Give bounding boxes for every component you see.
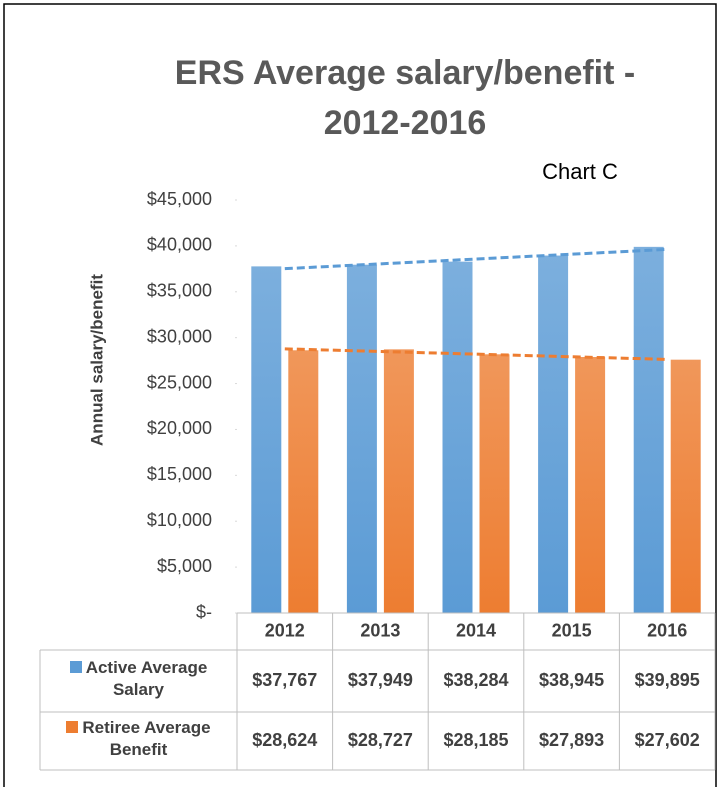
- data-label: $28,727: [348, 730, 413, 750]
- data-label: $28,185: [443, 730, 508, 750]
- data-label: $28,624: [252, 730, 317, 750]
- y-tick-label: $20,000: [147, 418, 212, 438]
- legend-key: [66, 721, 79, 733]
- y-tick-label: $-: [196, 602, 212, 622]
- bar: [538, 255, 569, 613]
- y-axis-label: Annual salary/benefit: [87, 274, 106, 446]
- y-tick-label: $10,000: [147, 510, 212, 530]
- x-tick-label: 2012: [265, 620, 305, 640]
- bar: [346, 264, 377, 613]
- data-label: $39,895: [635, 670, 700, 690]
- annotation: Chart C: [542, 159, 618, 184]
- bar: [479, 354, 510, 613]
- y-tick-label: $45,000: [147, 189, 212, 209]
- chart-border: [3, 3, 717, 787]
- x-tick-label: 2014: [456, 620, 496, 640]
- data-label: $38,284: [443, 670, 508, 690]
- trendline: [284, 247, 668, 271]
- x-tick-label: 2013: [360, 620, 400, 640]
- chart-title: ERS Average salary/benefit -: [175, 54, 635, 92]
- trendline: [284, 347, 668, 361]
- bar: [575, 357, 606, 613]
- legend-label: Active Average Salary: [85, 658, 208, 699]
- data-label: $37,949: [348, 670, 413, 690]
- legend-entry: Active Average Salary: [44, 657, 233, 701]
- legend-key: [69, 661, 82, 673]
- bar: [633, 246, 664, 614]
- y-tick-label: $25,000: [147, 372, 212, 392]
- data-label: $38,945: [539, 670, 604, 690]
- y-tick-label: $30,000: [147, 326, 212, 346]
- bar: [442, 261, 473, 613]
- chart-title: 2012-2016: [324, 104, 487, 142]
- data-label: $37,767: [252, 670, 317, 690]
- bar: [383, 349, 414, 613]
- bar: [670, 359, 701, 613]
- y-tick-label: $15,000: [147, 464, 212, 484]
- bar: [251, 266, 282, 613]
- data-label: $27,602: [635, 730, 700, 750]
- y-tick-label: $5,000: [157, 556, 212, 576]
- data-label: $27,893: [539, 730, 604, 750]
- legend-label: Retiree Average Benefit: [82, 718, 211, 759]
- bar: [288, 350, 319, 613]
- y-tick-label: $35,000: [147, 281, 212, 301]
- x-tick-label: 2015: [552, 620, 592, 640]
- y-tick-label: $40,000: [147, 235, 212, 255]
- legend-entry: Retiree Average Benefit: [44, 717, 233, 761]
- x-tick-label: 2016: [647, 620, 687, 640]
